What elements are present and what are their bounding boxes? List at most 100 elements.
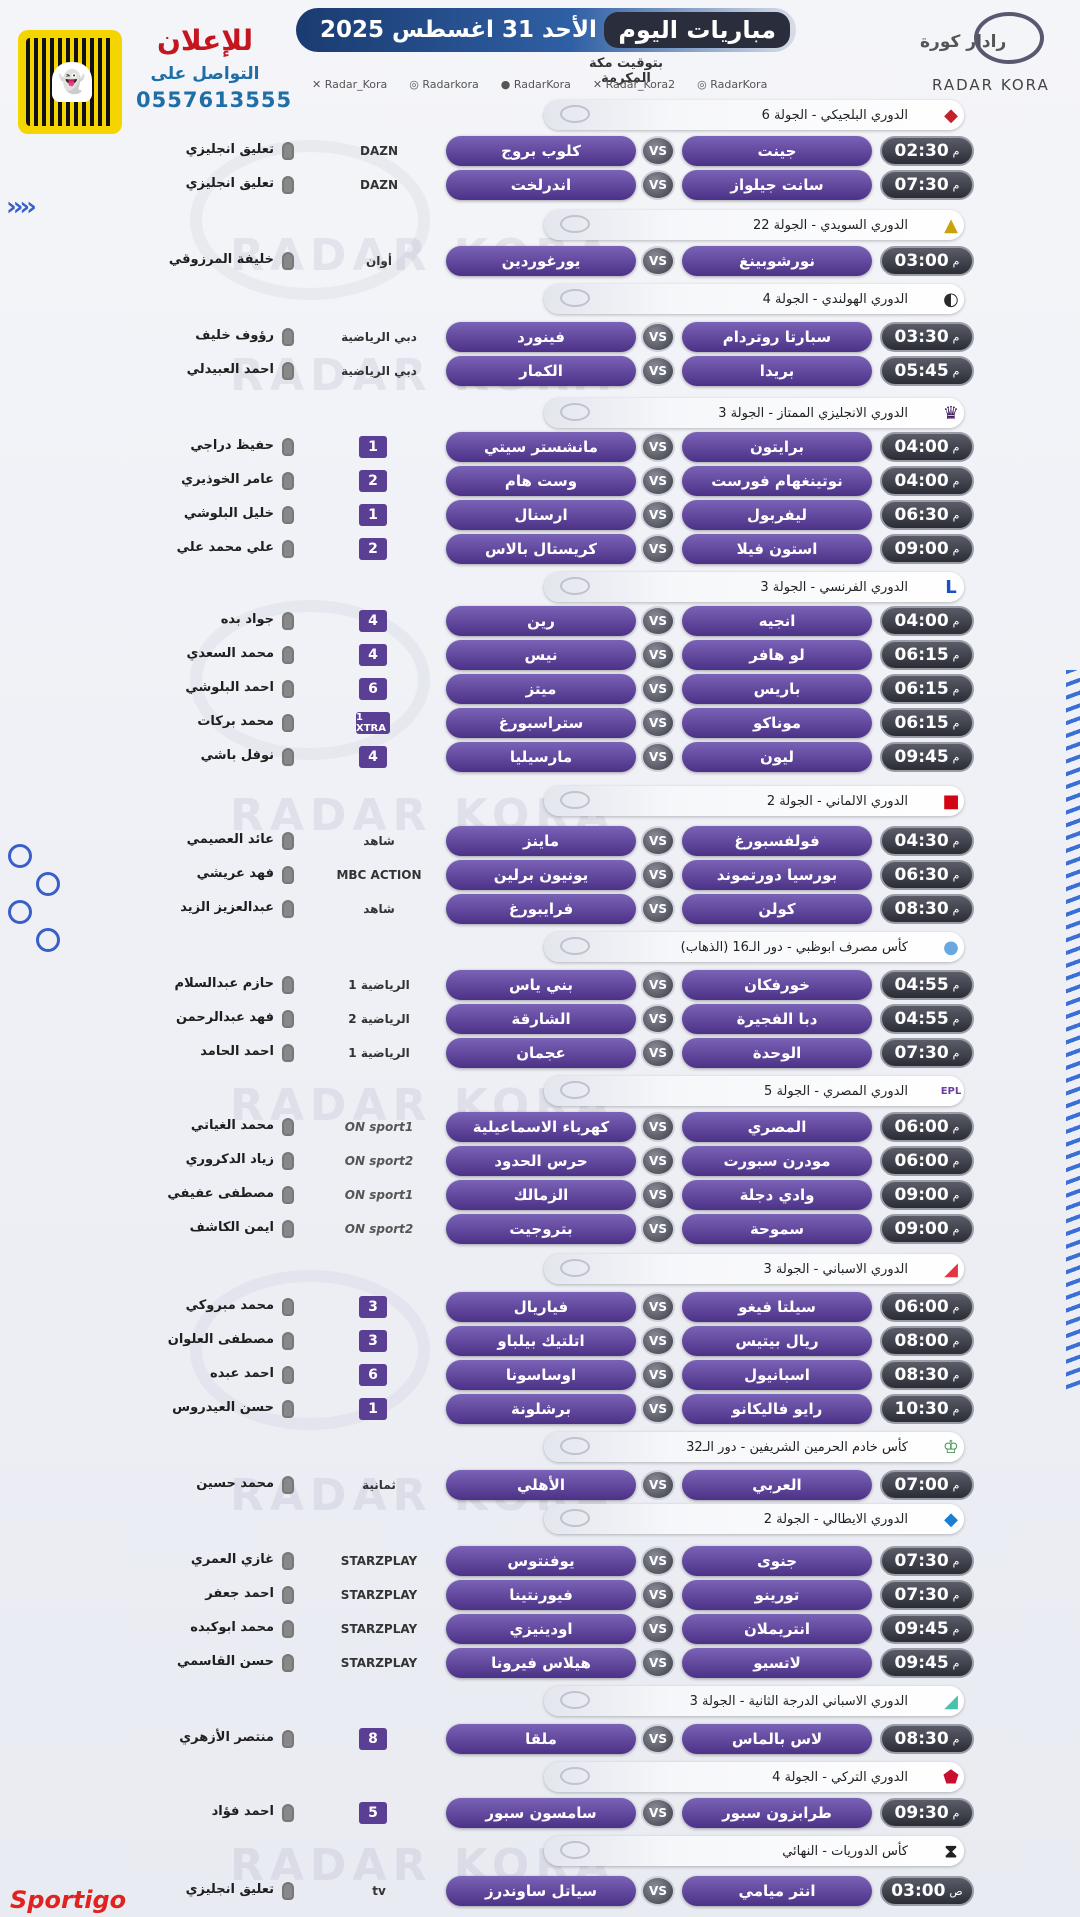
league-header[interactable]: كأس الدوريات - النهائي ⧗	[544, 1836, 964, 1866]
channel-badge[interactable]: 6	[359, 1364, 387, 1386]
away-team[interactable]: فيورنتينا	[446, 1580, 636, 1610]
channel-badge[interactable]: 6	[359, 678, 387, 700]
home-team[interactable]: استون فيلا	[682, 534, 872, 564]
home-team[interactable]: العربي	[682, 1470, 872, 1500]
league-header[interactable]: الدوري المصري - الجولة 5 EPL	[544, 1076, 964, 1106]
channel-badge[interactable]: شاهد	[363, 902, 395, 916]
away-team[interactable]: نيس	[446, 640, 636, 670]
away-team[interactable]: ماينز	[446, 826, 636, 856]
channel-badge[interactable]: الرياضية 2	[348, 1012, 410, 1026]
channel-badge[interactable]: 4	[359, 746, 387, 768]
away-team[interactable]: هيلاس فيرونا	[446, 1648, 636, 1678]
home-team[interactable]: لو هافر	[682, 640, 872, 670]
league-header[interactable]: الدوري التركي - الجولة 4 ⬟	[544, 1762, 964, 1792]
snapchat-qr-code[interactable]: 👻	[18, 30, 122, 134]
channel-badge[interactable]: 3	[359, 1296, 387, 1318]
league-header[interactable]: الدوري الفرنسي - الجولة 3 Ⅼ	[544, 572, 964, 602]
channel-badge[interactable]: 4	[359, 610, 387, 632]
away-team[interactable]: الشارقة	[446, 1004, 636, 1034]
home-team[interactable]: فولفسبورغ	[682, 826, 872, 856]
home-team[interactable]: سانت جيلواز	[682, 170, 872, 200]
away-team[interactable]: اوساسونا	[446, 1360, 636, 1390]
home-team[interactable]: سبارتا روتردام	[682, 322, 872, 352]
away-team[interactable]: اتلتيك بيلباو	[446, 1326, 636, 1356]
away-team[interactable]: ستراسبورغ	[446, 708, 636, 738]
channel-badge[interactable]: 2	[359, 538, 387, 560]
league-header[interactable]: الدوري الانجليزي الممتاز - الجولة 3 ♛	[544, 398, 964, 428]
channel-badge[interactable]: ON sport2	[344, 1222, 414, 1236]
home-team[interactable]: ليفربول	[682, 500, 872, 530]
channel-badge[interactable]: 5	[359, 1802, 387, 1824]
away-team[interactable]: برشلونة	[446, 1394, 636, 1424]
home-team[interactable]: بريدا	[682, 356, 872, 386]
channel-badge[interactable]: دبي الرياضية	[341, 330, 417, 344]
away-team[interactable]: كريستال بالاس	[446, 534, 636, 564]
league-header[interactable]: الدوري الاسباني الدرجة الثانية - الجولة …	[544, 1686, 964, 1716]
home-team[interactable]: انتريملان	[682, 1614, 872, 1644]
channel-badge[interactable]: 3	[359, 1330, 387, 1352]
home-team[interactable]: برايتون	[682, 432, 872, 462]
home-team[interactable]: رايو فاليكانو	[682, 1394, 872, 1424]
away-team[interactable]: ملقا	[446, 1724, 636, 1754]
channel-badge[interactable]: ON sport1	[344, 1188, 414, 1202]
away-team[interactable]: وست هام	[446, 466, 636, 496]
away-team[interactable]: عجمان	[446, 1038, 636, 1068]
channel-badge[interactable]: 1	[359, 436, 387, 458]
home-team[interactable]: نورشوبينغ	[682, 246, 872, 276]
home-team[interactable]: سيلتا فيغو	[682, 1292, 872, 1322]
threads-handle[interactable]: ● RadarKora	[500, 78, 571, 91]
channel-badge[interactable]: دبي الرياضية	[341, 364, 417, 378]
home-team[interactable]: موناكو	[682, 708, 872, 738]
league-header[interactable]: الدوري الهولندي - الجولة 4 ◐	[544, 284, 964, 314]
away-team[interactable]: فينورد	[446, 322, 636, 352]
league-header[interactable]: الدوري الالماني - الجولة 2 ■	[544, 786, 964, 816]
league-header[interactable]: كأس مصرف ابوظبي - دور الـ16 (الذهاب) ●	[544, 932, 964, 962]
channel-badge[interactable]: ON sport1	[344, 1120, 414, 1134]
home-team[interactable]: ريال بيتيس	[682, 1326, 872, 1356]
away-team[interactable]: اندرلخت	[446, 170, 636, 200]
channel-badge[interactable]: شاهد	[363, 834, 395, 848]
league-header[interactable]: الدوري السويدي - الجولة 22 ▲	[544, 210, 964, 240]
away-team[interactable]: فرايبورغ	[446, 894, 636, 924]
away-team[interactable]: مارسيليا	[446, 742, 636, 772]
channel-badge[interactable]: DAZN	[360, 178, 398, 192]
away-team[interactable]: كهرباء الاسماعيلية	[446, 1112, 636, 1142]
away-team[interactable]: ميتز	[446, 674, 636, 704]
home-team[interactable]: دبا الفجيرة	[682, 1004, 872, 1034]
home-team[interactable]: باريس	[682, 674, 872, 704]
home-team[interactable]: المصري	[682, 1112, 872, 1142]
away-team[interactable]: سياتل ساوندرز	[446, 1876, 636, 1906]
channel-badge[interactable]: STARZPLAY	[340, 1656, 418, 1670]
home-team[interactable]: كولن	[682, 894, 872, 924]
away-team[interactable]: الزمالك	[446, 1180, 636, 1210]
home-team[interactable]: جينت	[682, 136, 872, 166]
channel-badge[interactable]: ثمانية	[362, 1478, 396, 1492]
channel-badge[interactable]: STARZPLAY	[340, 1554, 418, 1568]
instagram-handle[interactable]: ◎ Radarkora	[409, 78, 479, 91]
away-team[interactable]: الكمار	[446, 356, 636, 386]
home-team[interactable]: مودرن سبورت	[682, 1146, 872, 1176]
away-team[interactable]: حرس الحدود	[446, 1146, 636, 1176]
home-team[interactable]: خورفكان	[682, 970, 872, 1000]
away-team[interactable]: يورغوردين	[446, 246, 636, 276]
away-team[interactable]: بني ياس	[446, 970, 636, 1000]
away-team[interactable]: ارسنال	[446, 500, 636, 530]
home-team[interactable]: الوحدة	[682, 1038, 872, 1068]
channel-badge[interactable]: 8	[359, 1728, 387, 1750]
away-team[interactable]: اودينيزي	[446, 1614, 636, 1644]
x2-handle[interactable]: ✕ Radar_Kora2	[592, 78, 676, 91]
home-team[interactable]: لاتسيو	[682, 1648, 872, 1678]
channel-badge[interactable]: tv	[372, 1884, 386, 1898]
channel-badge[interactable]: 4	[359, 644, 387, 666]
home-team[interactable]: طرابزون سبور	[682, 1798, 872, 1828]
channel-badge[interactable]: STARZPLAY	[340, 1588, 418, 1602]
league-header[interactable]: كأس خادم الحرمين الشريفين - دور الـ32 ♔	[544, 1432, 964, 1462]
channel-badge[interactable]: الرياضية 1	[348, 1046, 410, 1060]
snap-handle[interactable]: ◎ RadarKora	[697, 78, 768, 91]
home-team[interactable]: ليون	[682, 742, 872, 772]
channel-badge[interactable]: MBC ACTION	[336, 868, 422, 882]
away-team[interactable]: كلوب بروج	[446, 136, 636, 166]
league-header[interactable]: الدوري البلجيكي - الجولة 6 ◆	[544, 100, 964, 130]
home-team[interactable]: لاس بالماس	[682, 1724, 872, 1754]
away-team[interactable]: مانشستر سيتي	[446, 432, 636, 462]
